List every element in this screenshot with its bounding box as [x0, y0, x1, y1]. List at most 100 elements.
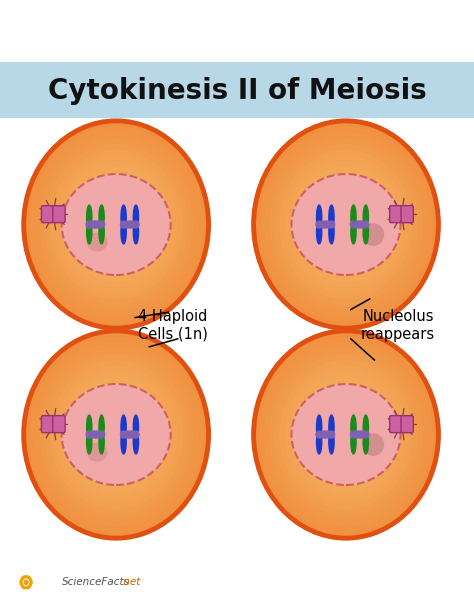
Ellipse shape [87, 233, 108, 252]
Ellipse shape [331, 417, 361, 452]
Ellipse shape [96, 412, 137, 457]
Ellipse shape [106, 213, 127, 236]
Ellipse shape [317, 221, 334, 228]
Ellipse shape [328, 221, 335, 228]
Ellipse shape [99, 221, 105, 228]
FancyBboxPatch shape [401, 416, 413, 432]
Ellipse shape [279, 359, 413, 510]
Ellipse shape [284, 156, 408, 293]
Ellipse shape [24, 331, 209, 538]
Ellipse shape [121, 221, 138, 228]
Ellipse shape [259, 337, 433, 532]
Ellipse shape [111, 429, 121, 440]
Ellipse shape [106, 423, 127, 446]
FancyBboxPatch shape [390, 416, 402, 432]
Ellipse shape [55, 156, 178, 293]
Ellipse shape [85, 190, 147, 259]
Ellipse shape [60, 371, 173, 498]
Ellipse shape [62, 174, 171, 275]
Ellipse shape [259, 127, 433, 323]
Ellipse shape [305, 178, 387, 271]
Ellipse shape [315, 190, 377, 259]
Ellipse shape [315, 400, 377, 469]
Ellipse shape [310, 184, 382, 265]
Ellipse shape [300, 173, 392, 276]
Ellipse shape [121, 415, 126, 439]
Ellipse shape [305, 388, 387, 481]
Text: ScienceFacts: ScienceFacts [62, 577, 129, 587]
Ellipse shape [60, 161, 173, 288]
Ellipse shape [65, 167, 167, 282]
Ellipse shape [341, 219, 351, 230]
Ellipse shape [87, 205, 92, 229]
FancyBboxPatch shape [0, 62, 474, 118]
Ellipse shape [290, 161, 402, 288]
FancyBboxPatch shape [390, 206, 402, 223]
Ellipse shape [317, 205, 322, 229]
Ellipse shape [70, 383, 162, 486]
Ellipse shape [44, 144, 188, 305]
Ellipse shape [295, 167, 397, 282]
Ellipse shape [120, 431, 127, 438]
Ellipse shape [34, 342, 198, 527]
Ellipse shape [49, 150, 183, 299]
Ellipse shape [350, 221, 356, 228]
FancyBboxPatch shape [41, 416, 54, 432]
Ellipse shape [80, 394, 152, 475]
Ellipse shape [300, 383, 392, 486]
Ellipse shape [329, 220, 334, 244]
Ellipse shape [264, 132, 428, 317]
Ellipse shape [363, 205, 368, 229]
Ellipse shape [351, 205, 356, 229]
Ellipse shape [39, 138, 193, 311]
Ellipse shape [284, 365, 408, 504]
Ellipse shape [254, 331, 438, 538]
Ellipse shape [99, 430, 104, 454]
Ellipse shape [351, 430, 356, 454]
Ellipse shape [87, 415, 92, 439]
Ellipse shape [351, 415, 356, 439]
Ellipse shape [317, 431, 334, 438]
Ellipse shape [331, 207, 361, 242]
Ellipse shape [363, 221, 369, 228]
Ellipse shape [96, 201, 137, 248]
FancyBboxPatch shape [53, 206, 65, 223]
Ellipse shape [24, 121, 209, 328]
Ellipse shape [75, 388, 157, 481]
Ellipse shape [264, 342, 428, 527]
Ellipse shape [351, 221, 368, 228]
FancyBboxPatch shape [53, 416, 65, 432]
Ellipse shape [274, 354, 418, 515]
Ellipse shape [363, 415, 368, 439]
Ellipse shape [362, 433, 384, 456]
Ellipse shape [320, 406, 372, 463]
Ellipse shape [121, 220, 126, 244]
Ellipse shape [65, 377, 167, 492]
Ellipse shape [44, 354, 188, 515]
Ellipse shape [121, 431, 138, 438]
Circle shape [24, 580, 28, 584]
Ellipse shape [133, 205, 138, 229]
Ellipse shape [87, 220, 92, 244]
Ellipse shape [99, 205, 104, 229]
Ellipse shape [87, 430, 92, 454]
Ellipse shape [336, 213, 356, 236]
Ellipse shape [70, 173, 162, 276]
Ellipse shape [326, 412, 366, 457]
Ellipse shape [91, 195, 142, 253]
Ellipse shape [326, 201, 366, 248]
Ellipse shape [336, 423, 356, 446]
Ellipse shape [121, 430, 126, 454]
Ellipse shape [133, 415, 138, 439]
Ellipse shape [363, 220, 368, 244]
Ellipse shape [86, 431, 92, 438]
Ellipse shape [341, 429, 351, 440]
Ellipse shape [317, 220, 322, 244]
Ellipse shape [316, 221, 322, 228]
Ellipse shape [274, 144, 418, 305]
Ellipse shape [100, 417, 131, 452]
Text: Nucleolus
reappears: Nucleolus reappears [361, 309, 435, 342]
Ellipse shape [99, 220, 104, 244]
Ellipse shape [85, 400, 147, 469]
Ellipse shape [269, 348, 423, 521]
